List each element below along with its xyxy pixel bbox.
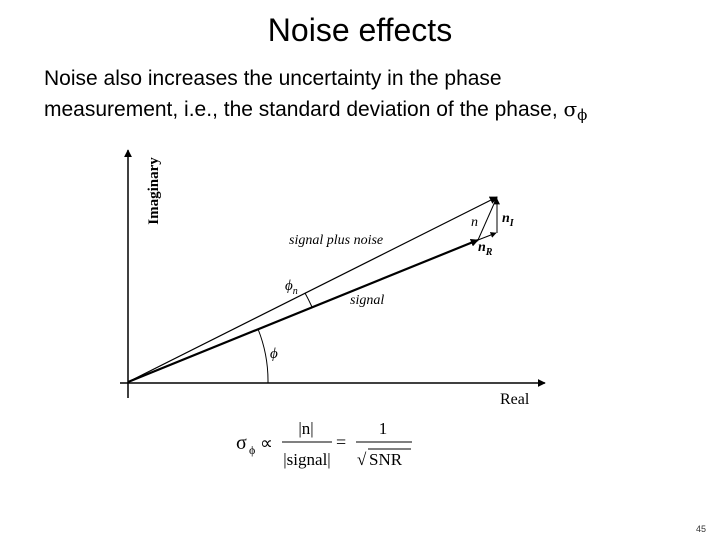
sigma-phi-formula: σ ϕ ∝ |n| |signal| = 1 √ SNR [236, 419, 412, 469]
slide-body-text: Noise also increases the uncertainty in … [44, 64, 704, 130]
phi-subscript: ϕ [577, 106, 588, 124]
phi-n-subscript: n [293, 286, 298, 297]
slide-title: Noise effects [267, 12, 453, 48]
phi-n-angle-arc [304, 292, 313, 308]
formula-sigma: σ [236, 432, 247, 454]
signal-plus-noise-vector [127, 196, 498, 383]
formula-denominator-right: SNR [369, 450, 403, 469]
n-R-subscript: R [485, 247, 493, 258]
x-axis-label: Real [500, 391, 530, 408]
formula-equals: = [336, 432, 346, 452]
phi-n-symbol: ϕ [285, 278, 293, 294]
formula-numerator-right: 1 [379, 419, 388, 438]
body-line-2: measurement, i.e., the standard deviatio… [44, 94, 704, 130]
formula-proportional: ∝ [260, 433, 273, 453]
phi-n-label: ϕn [285, 278, 298, 297]
n-I-label: nI [502, 211, 515, 229]
n-R-label: nR [478, 240, 493, 258]
formula-radical: √ [357, 450, 367, 469]
signal-vector [127, 238, 479, 384]
sigma-symbol: σ [563, 97, 578, 121]
noise-real-component [477, 232, 497, 241]
formula-denominator-left: |signal| [283, 450, 330, 469]
body-line-1: Noise also increases the uncertainty in … [44, 67, 502, 90]
n-I-subscript: I [509, 218, 515, 229]
page-number: 45 [696, 524, 707, 534]
signal-label: signal [350, 293, 384, 308]
phi-angle-arc [257, 328, 269, 384]
body-line-2-text: measurement, i.e., the standard deviatio… [44, 98, 558, 121]
y-axis-label: Imaginary [146, 157, 162, 225]
signal-plus-noise-label: signal plus noise [289, 233, 383, 248]
formula-numerator-left: |n| [298, 419, 313, 438]
formula-phi-sub: ϕ [249, 443, 255, 457]
n-label: n [471, 215, 478, 230]
n-I-symbol: n [502, 211, 510, 226]
phi-label: ϕ [270, 346, 278, 362]
n-R-symbol: n [478, 240, 486, 255]
noise-vector [477, 196, 498, 241]
